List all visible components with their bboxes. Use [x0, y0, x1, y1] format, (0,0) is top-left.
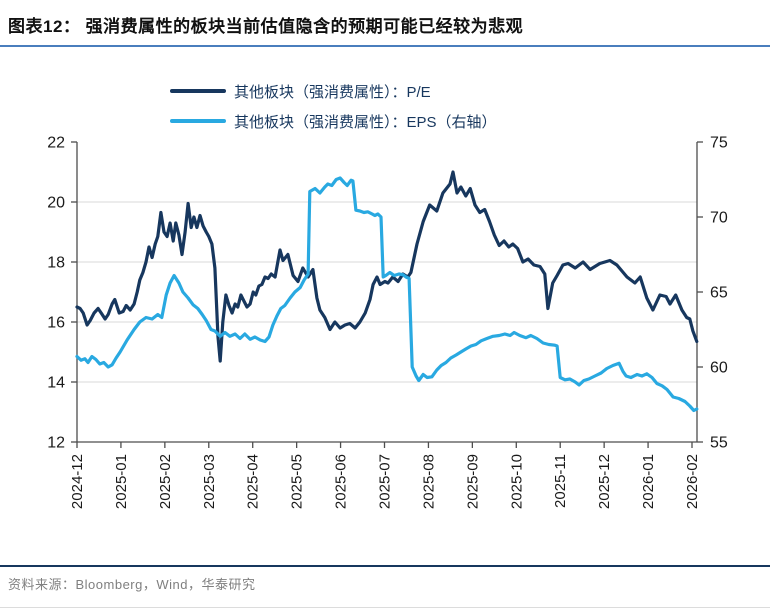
- figure-title: 图表12： 强消费属性的板块当前估值隐含的预期可能已经较为悲观: [8, 17, 524, 36]
- x-axis-tick-label: 2025-12: [596, 454, 613, 509]
- y-axis-tick-label: 55: [710, 435, 728, 452]
- y-axis-tick-label: 70: [710, 210, 728, 227]
- chart-legend: 其他板块（强消费属性）：P/E 其他板块（强消费属性）：EPS（右轴）: [170, 76, 497, 136]
- data-source-note: 资料来源：Bloomberg，Wind，华泰研究: [8, 577, 256, 592]
- x-axis-tick-label: 2025-11: [552, 454, 569, 508]
- footer-divider: [0, 565, 770, 567]
- legend-label-pe: 其他板块（强消费属性）：P/E: [234, 83, 431, 101]
- x-axis-tick-label: 2025-10: [508, 454, 525, 509]
- legend-item-eps: 其他板块（强消费属性）：EPS（右轴）: [170, 106, 497, 136]
- x-axis-tick-label: 2026-02: [684, 454, 701, 509]
- page-bottom-rule: [0, 607, 770, 608]
- eps-series-line: [75, 176, 699, 413]
- legend-item-pe: 其他板块（强消费属性）：P/E: [170, 76, 497, 106]
- x-axis-tick-label: 2024-12: [69, 454, 86, 509]
- y-axis-tick-label: 14: [47, 375, 65, 392]
- pe-series-line: [75, 170, 699, 363]
- x-axis-tick-label: 2025-08: [420, 454, 437, 509]
- y-axis-tick-label: 22: [47, 135, 65, 152]
- x-axis-tick-label: 2026-01: [640, 454, 657, 509]
- x-axis-tick-label: 2025-05: [289, 454, 306, 509]
- y-axis-tick-label: 12: [47, 435, 65, 452]
- x-axis-tick-label: 2025-06: [333, 454, 350, 509]
- x-axis-tick-label: 2025-01: [113, 454, 130, 509]
- title-underline: [0, 45, 770, 47]
- x-axis-tick-label: 2025-07: [377, 454, 394, 509]
- x-axis-tick-label: 2025-09: [464, 454, 481, 509]
- y-axis-tick-label: 65: [710, 285, 728, 302]
- pe-line-swatch: [170, 89, 226, 93]
- x-axis-tick-label: 2025-02: [157, 454, 174, 509]
- y-axis-tick-label: 60: [710, 360, 728, 377]
- eps-line-swatch: [170, 119, 226, 123]
- chart-canvas: 22 20 18 16 14 12 75 70 65 60 55 2024-12 2025-01 2025…: [47, 135, 728, 510]
- x-axis-tick-label: 2025-04: [245, 454, 262, 509]
- legend-label-eps: 其他板块（强消费属性）：EPS（右轴）: [234, 113, 497, 131]
- y-axis-tick-label: 75: [710, 135, 728, 152]
- y-axis-tick-label: 16: [47, 315, 65, 332]
- y-axis-tick-label: 18: [47, 255, 65, 272]
- x-axis-tick-label: 2025-03: [201, 454, 218, 509]
- y-axis-tick-label: 20: [47, 195, 65, 212]
